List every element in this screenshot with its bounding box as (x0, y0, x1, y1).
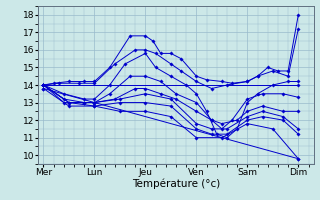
X-axis label: Température (°c): Température (°c) (132, 179, 220, 189)
